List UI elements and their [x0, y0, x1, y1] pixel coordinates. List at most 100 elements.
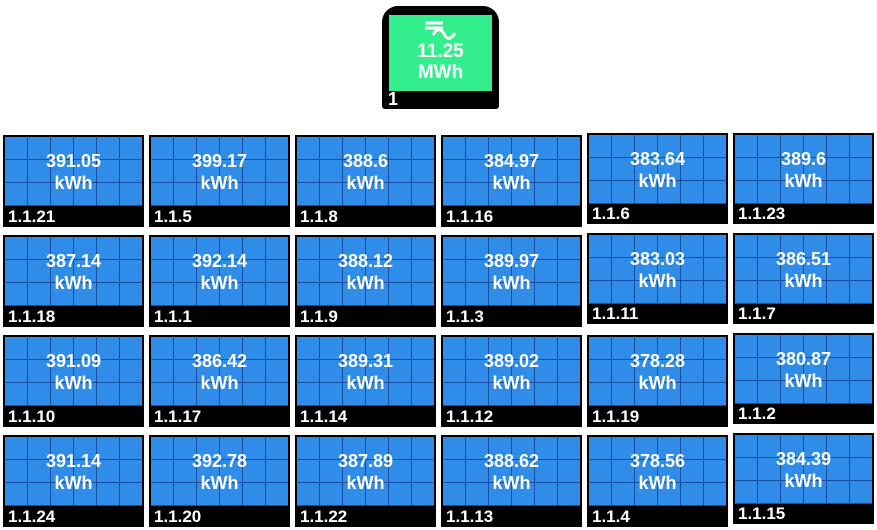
panel-energy-value: 399.17: [191, 151, 248, 171]
solar-panel[interactable]: 392.14 kWh 1.1.1: [149, 235, 290, 327]
panel-energy-unit: kWh: [54, 173, 93, 193]
panel-id: 1.1.22: [300, 507, 348, 526]
panel-energy-value: 383.64: [629, 149, 686, 169]
ac-dc-icon: [425, 21, 457, 40]
solar-panel[interactable]: 387.89 kWh 1.1.22: [295, 435, 436, 527]
solar-panel[interactable]: 384.39 kWh 1.1.15: [733, 433, 874, 524]
panel-energy-value: 391.14: [45, 451, 102, 471]
panel-energy-value: 378.28: [629, 351, 686, 371]
panel-face: 392.78 kWh: [151, 437, 288, 506]
solar-panel[interactable]: 378.56 kWh 1.1.4: [587, 435, 728, 527]
solar-panel[interactable]: 399.17 kWh 1.1.5: [149, 135, 290, 227]
panel-id: 1.1.6: [592, 204, 630, 223]
panel-energy-unit: kWh: [638, 473, 677, 493]
panel-id: 1.1.2: [738, 404, 776, 423]
solar-panel[interactable]: 387.14 kWh 1.1.18: [3, 235, 144, 327]
panel-id: 1.1.13: [446, 507, 494, 526]
panel-energy-value: 389.31: [337, 351, 394, 371]
panel-energy-unit: kWh: [784, 371, 823, 391]
panel-energy-value: 386.42: [191, 351, 248, 371]
panel-energy-unit: kWh: [346, 173, 385, 193]
panel-face: 383.64 kWh: [589, 135, 726, 204]
solar-panel[interactable]: 392.78 kWh 1.1.20: [149, 435, 290, 527]
panel-face: 389.97 kWh: [443, 237, 580, 306]
solar-panel[interactable]: 388.62 kWh 1.1.13: [441, 435, 582, 527]
panel-energy-unit: kWh: [200, 273, 239, 293]
panel-energy-value: 389.02: [483, 351, 540, 371]
panel-energy-unit: kWh: [492, 273, 531, 293]
solar-panel[interactable]: 388.12 kWh 1.1.9: [295, 235, 436, 327]
solar-panel[interactable]: 389.6 kWh 1.1.23: [733, 133, 874, 224]
panel-face: 389.31 kWh: [297, 337, 434, 406]
inverter-device[interactable]: 11.25 MWh 1: [382, 6, 499, 109]
solar-panel[interactable]: 386.42 kWh 1.1.17: [149, 335, 290, 427]
panel-energy-unit: kWh: [784, 171, 823, 191]
panel-id: 1.1.17: [154, 407, 202, 426]
panel-id: 1.1.11: [592, 304, 639, 323]
panel-id: 1.1.20: [154, 507, 202, 526]
panel-energy-value: 389.97: [483, 251, 540, 271]
panel-energy-unit: kWh: [200, 173, 239, 193]
panel-energy-value: 387.89: [337, 451, 394, 471]
solar-panel[interactable]: 391.05 kWh 1.1.21: [3, 135, 144, 227]
panel-energy-unit: kWh: [54, 473, 93, 493]
panel-face: 383.03 kWh: [589, 235, 726, 304]
panel-energy-value: 392.14: [191, 251, 248, 271]
panel-energy-value: 380.87: [775, 349, 832, 369]
panel-face: 388.62 kWh: [443, 437, 580, 506]
panel-energy-value: 384.97: [483, 151, 540, 171]
panel-id: 1.1.23: [738, 204, 786, 223]
panel-energy-unit: kWh: [492, 473, 531, 493]
panel-energy-value: 378.56: [629, 451, 686, 471]
solar-panel[interactable]: 389.02 kWh 1.1.12: [441, 335, 582, 427]
panel-energy-unit: kWh: [200, 373, 239, 393]
panel-id: 1.1.14: [300, 407, 348, 426]
panel-energy-value: 388.62: [483, 451, 540, 471]
panel-energy-unit: kWh: [346, 273, 385, 293]
panel-energy-unit: kWh: [200, 473, 239, 493]
panel-energy-unit: kWh: [638, 373, 677, 393]
panel-energy-unit: kWh: [638, 271, 677, 291]
panel-energy-value: 388.6: [342, 151, 389, 171]
inverter-energy-value: 11.25: [417, 41, 464, 62]
panel-face: 399.17 kWh: [151, 137, 288, 206]
solar-panel[interactable]: 384.97 kWh 1.1.16: [441, 135, 582, 227]
panel-id: 1.1.24: [8, 507, 56, 526]
panel-energy-value: 392.78: [191, 451, 248, 471]
panel-face: 392.14 kWh: [151, 237, 288, 306]
solar-panel[interactable]: 383.03 kWh 1.1.11: [587, 233, 728, 324]
solar-panel[interactable]: 378.28 kWh 1.1.19: [587, 335, 728, 427]
solar-panel[interactable]: 389.97 kWh 1.1.3: [441, 235, 582, 327]
solar-panel[interactable]: 391.14 kWh 1.1.24: [3, 435, 144, 527]
panel-energy-unit: kWh: [492, 173, 531, 193]
solar-panel[interactable]: 386.51 kWh 1.1.7: [733, 233, 874, 324]
panel-face: 391.05 kWh: [5, 137, 142, 206]
solar-panel[interactable]: 389.31 kWh 1.1.14: [295, 335, 436, 427]
inverter-id: 1: [388, 89, 399, 109]
solar-panel[interactable]: 391.09 kWh 1.1.10: [3, 335, 144, 427]
panel-face: 386.42 kWh: [151, 337, 288, 406]
panel-id: 1.1.8: [300, 207, 338, 226]
panel-energy-unit: kWh: [54, 273, 93, 293]
panel-energy-value: 388.12: [337, 251, 394, 271]
panel-face: 384.39 kWh: [735, 435, 872, 504]
panel-id: 1.1.3: [446, 307, 484, 326]
panel-face: 386.51 kWh: [735, 235, 872, 304]
solar-panel[interactable]: 383.64 kWh 1.1.6: [587, 133, 728, 224]
panel-energy-unit: kWh: [492, 373, 531, 393]
panel-id: 1.1.12: [446, 407, 494, 426]
panel-face: 389.02 kWh: [443, 337, 580, 406]
panel-face: 387.89 kWh: [297, 437, 434, 506]
panel-energy-unit: kWh: [784, 471, 823, 491]
panel-face: 389.6 kWh: [735, 135, 872, 204]
panel-id: 1.1.15: [738, 504, 786, 523]
solar-panel[interactable]: 388.6 kWh 1.1.8: [295, 135, 436, 227]
panel-energy-unit: kWh: [54, 373, 93, 393]
panel-energy-unit: kWh: [638, 171, 677, 191]
panel-energy-unit: kWh: [784, 271, 823, 291]
panel-energy-value: 391.09: [45, 351, 102, 371]
panel-energy-value: 389.6: [780, 149, 827, 169]
panel-face: 388.6 kWh: [297, 137, 434, 206]
panel-energy-value: 391.05: [45, 151, 102, 171]
solar-panel[interactable]: 380.87 kWh 1.1.2: [733, 333, 874, 424]
